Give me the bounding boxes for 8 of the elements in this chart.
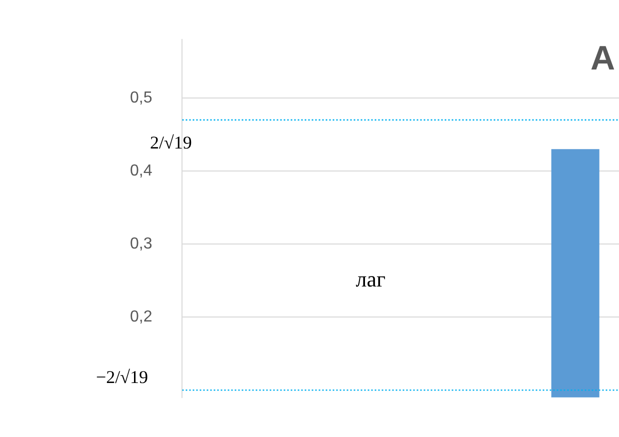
- y-tick-label: 0,4: [130, 162, 152, 180]
- y-tick-label: 0,5: [130, 89, 152, 106]
- y-tick-label: 0,3: [130, 235, 152, 252]
- chart-title: А: [590, 39, 615, 78]
- ref-line-label: 2/√19: [150, 132, 192, 153]
- y-tick-label: 0,2: [130, 308, 152, 326]
- annotation: лаг: [356, 266, 386, 292]
- ref-line-label: −2/√19: [96, 366, 148, 387]
